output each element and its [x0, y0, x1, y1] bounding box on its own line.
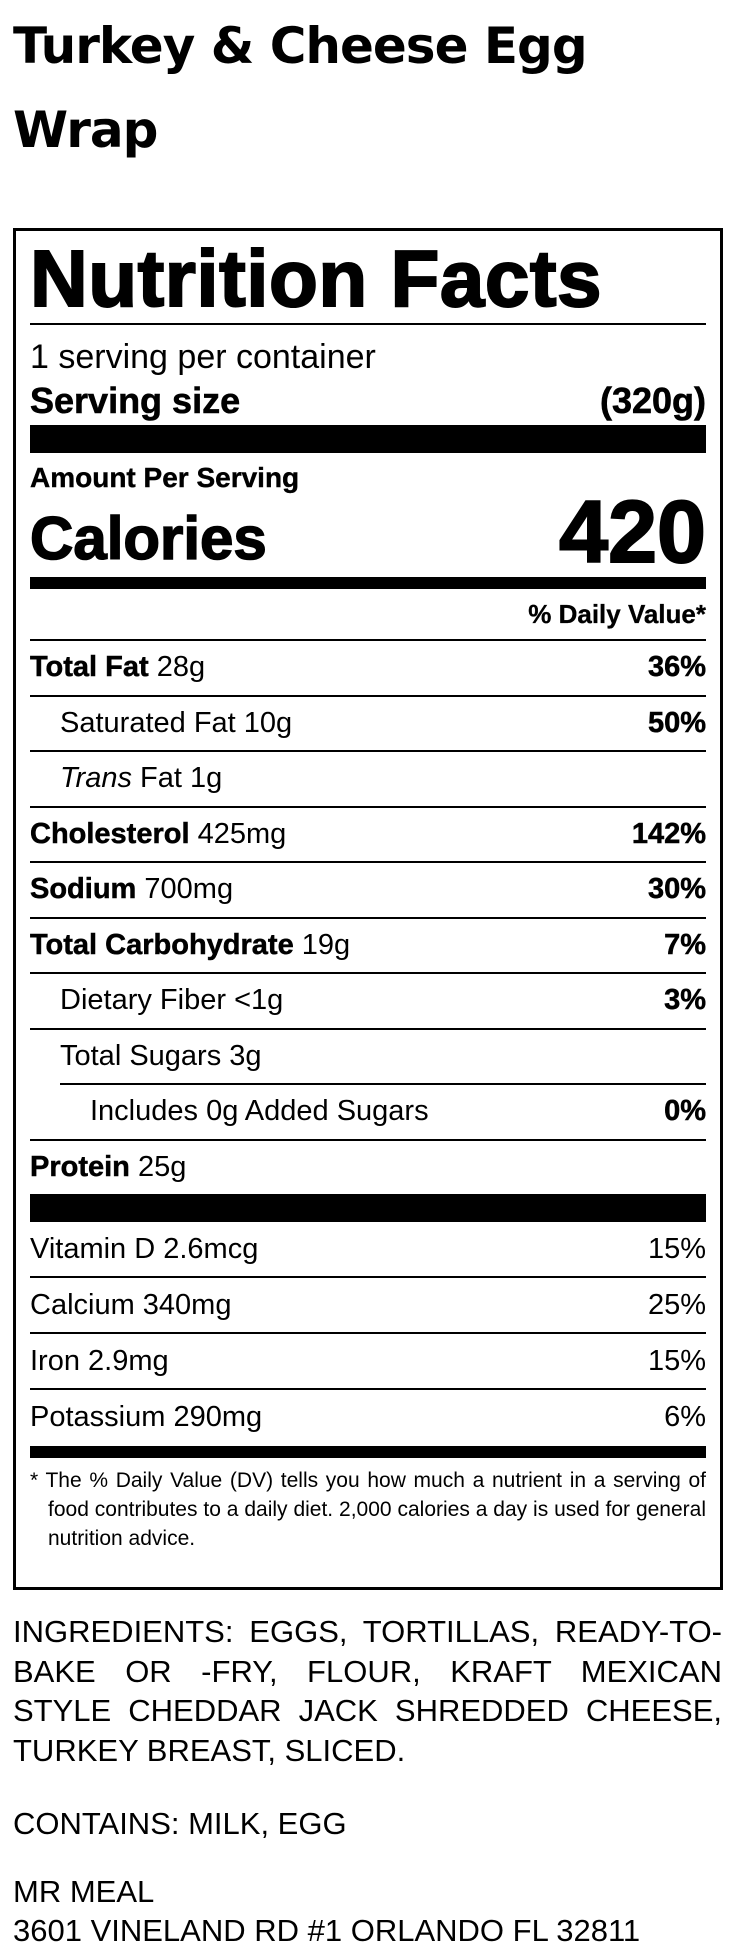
thick-divider — [30, 425, 706, 453]
nutrient-dv: 36% — [647, 651, 707, 684]
vitamin-row-iron: Iron 2.9mg 15% — [30, 1332, 706, 1388]
nutrient-amount: <1g — [234, 984, 284, 1017]
nutrient-name: Saturated Fat — [60, 706, 236, 739]
nutrient-amount: 425mg — [197, 817, 287, 850]
nutrient-row-saturated-fat: Saturated Fat 10g 50% — [30, 694, 707, 751]
vitamin-dv: 15% — [647, 1232, 706, 1265]
ingredients-text: INGREDIENTS: EGGS, TORTILLAS, READY-TO-B… — [13, 1614, 722, 1768]
nutrient-amount: 28g — [156, 651, 206, 684]
nutrient-name: Protein — [30, 1150, 130, 1184]
vitamin-dv: 6% — [664, 1400, 706, 1433]
nutrient-dv: 0% — [664, 1095, 706, 1128]
nutrient-row-total-fat: Total Fat 28g 36% — [30, 639, 706, 695]
nutrient-row-dietary-fiber: Dietary Fiber <1g 3% — [30, 972, 706, 1028]
nutrient-dv: 7% — [664, 928, 706, 962]
nutrient-row-sodium: Sodium 700mg 30% — [30, 861, 706, 917]
vitamin-name: Calcium 340mg — [30, 1288, 232, 1321]
nutrient-row-added-sugars: Includes 0g Added Sugars 0% — [60, 1083, 706, 1139]
amount-per-serving: Amount Per Serving — [30, 462, 300, 493]
nutrient-name: Cholesterol — [30, 817, 190, 851]
vitamin-row-calcium: Calcium 340mg 25% — [30, 1276, 706, 1332]
nutrient-name: Includes 0g Added Sugars — [90, 1095, 429, 1128]
nutrient-name: Trans — [60, 762, 132, 795]
vitamin-row-potassium: Potassium 290mg 6% — [30, 1388, 706, 1444]
nutrient-dv: 50% — [647, 706, 707, 740]
nutrient-dv: 3% — [664, 984, 706, 1017]
nutrient-dv: 30% — [647, 873, 707, 906]
servings-per-container: 1 serving per container — [30, 338, 376, 376]
nutrient-row-total-carbohydrate: Total Carbohydrate 19g 7% — [30, 916, 706, 973]
nutrient-amount: 1g — [190, 762, 223, 795]
manufacturer-info: MR MEAL 3601 VINELAND RD #1 ORLANDO FL 3… — [13, 1872, 640, 1950]
nutrient-amount: 10g — [243, 706, 293, 739]
thick-divider — [30, 1194, 706, 1222]
product-title: Turkey & Cheese Egg Wrap — [13, 17, 588, 159]
serving-size-row: Serving size (320g) — [30, 377, 707, 425]
nutrition-facts-label: Nutrition Facts 1 serving per container … — [13, 228, 723, 1590]
nutrient-amount: 25g — [137, 1150, 187, 1183]
manufacturer-address: 3601 VINELAND RD #1 ORLANDO FL 32811 — [13, 1913, 641, 1948]
nutrient-name: Sodium — [30, 873, 137, 906]
nutrient-row-trans-fat: Trans Fat 1g — [30, 750, 706, 806]
nutrition-facts-heading: Nutrition Facts — [29, 234, 602, 323]
medium-divider — [30, 577, 706, 589]
medium-divider — [30, 1446, 706, 1458]
calories-value: 420 — [558, 482, 707, 581]
nutrient-row-cholesterol: Cholesterol 425mg 142% — [30, 805, 707, 862]
vitamin-row-vitamin-d: Vitamin D 2.6mcg 15% — [30, 1222, 706, 1276]
vitamin-dv: 15% — [647, 1344, 706, 1377]
allergens-text: CONTAINS: MILK, EGG — [13, 1806, 347, 1841]
vitamin-name: Iron 2.9mg — [30, 1344, 169, 1377]
daily-value-footnote: * The % Daily Value (DV) tells you how m… — [30, 1469, 706, 1550]
divider — [30, 323, 706, 325]
nutrient-row-total-sugars: Total Sugars 3g — [30, 1027, 706, 1084]
daily-value-header: % Daily Value* — [528, 599, 706, 629]
nutrient-name: Total Sugars — [60, 1039, 222, 1072]
nutrient-amount: 3g — [229, 1039, 262, 1072]
vitamin-dv: 25% — [647, 1288, 706, 1321]
nutrient-name: Dietary Fiber — [60, 984, 226, 1017]
nutrient-name: Total Carbohydrate — [30, 928, 294, 962]
manufacturer-name: MR MEAL — [13, 1874, 155, 1909]
nutrient-name-rest: Fat — [140, 762, 182, 795]
serving-size-value: (320g) — [599, 380, 707, 422]
calories-label: Calories — [29, 505, 267, 572]
nutrient-name: Total Fat — [30, 651, 149, 684]
nutrient-amount: 19g — [301, 928, 351, 961]
vitamin-name: Potassium 290mg — [30, 1400, 263, 1433]
nutrient-amount: 700mg — [144, 873, 234, 906]
nutrient-row-protein: Protein 25g — [30, 1138, 706, 1195]
vitamin-name: Vitamin D 2.6mcg — [30, 1232, 259, 1265]
calories-row: Calories 420 — [29, 482, 707, 581]
nutrient-dv: 142% — [631, 817, 707, 851]
serving-size-label: Serving size — [30, 380, 241, 422]
